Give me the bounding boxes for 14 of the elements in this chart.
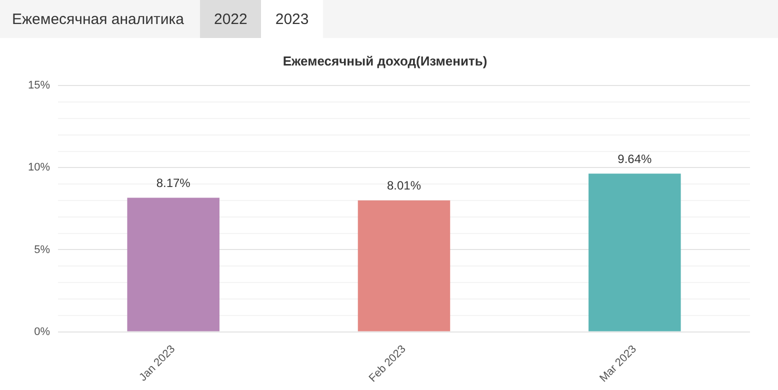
text: 2022	[200, 0, 262, 38]
y-tick-label: 5%	[34, 244, 50, 256]
bar	[358, 200, 450, 332]
data-label: 9.64%	[618, 152, 652, 166]
y-tick-label: 15%	[28, 80, 50, 92]
bar	[127, 198, 220, 332]
y-tick-label: 10%	[28, 162, 50, 174]
text: 2023	[261, 0, 323, 38]
bar	[588, 174, 681, 332]
text: Ежемесячная аналитика	[11, 10, 185, 30]
chart-title: Ежемесячный доход(Изменить)	[282, 53, 488, 68]
y-tick-label: 0%	[34, 326, 50, 338]
data-label: 8.01%	[386, 178, 422, 193]
data-label: 8.17%	[156, 176, 191, 190]
